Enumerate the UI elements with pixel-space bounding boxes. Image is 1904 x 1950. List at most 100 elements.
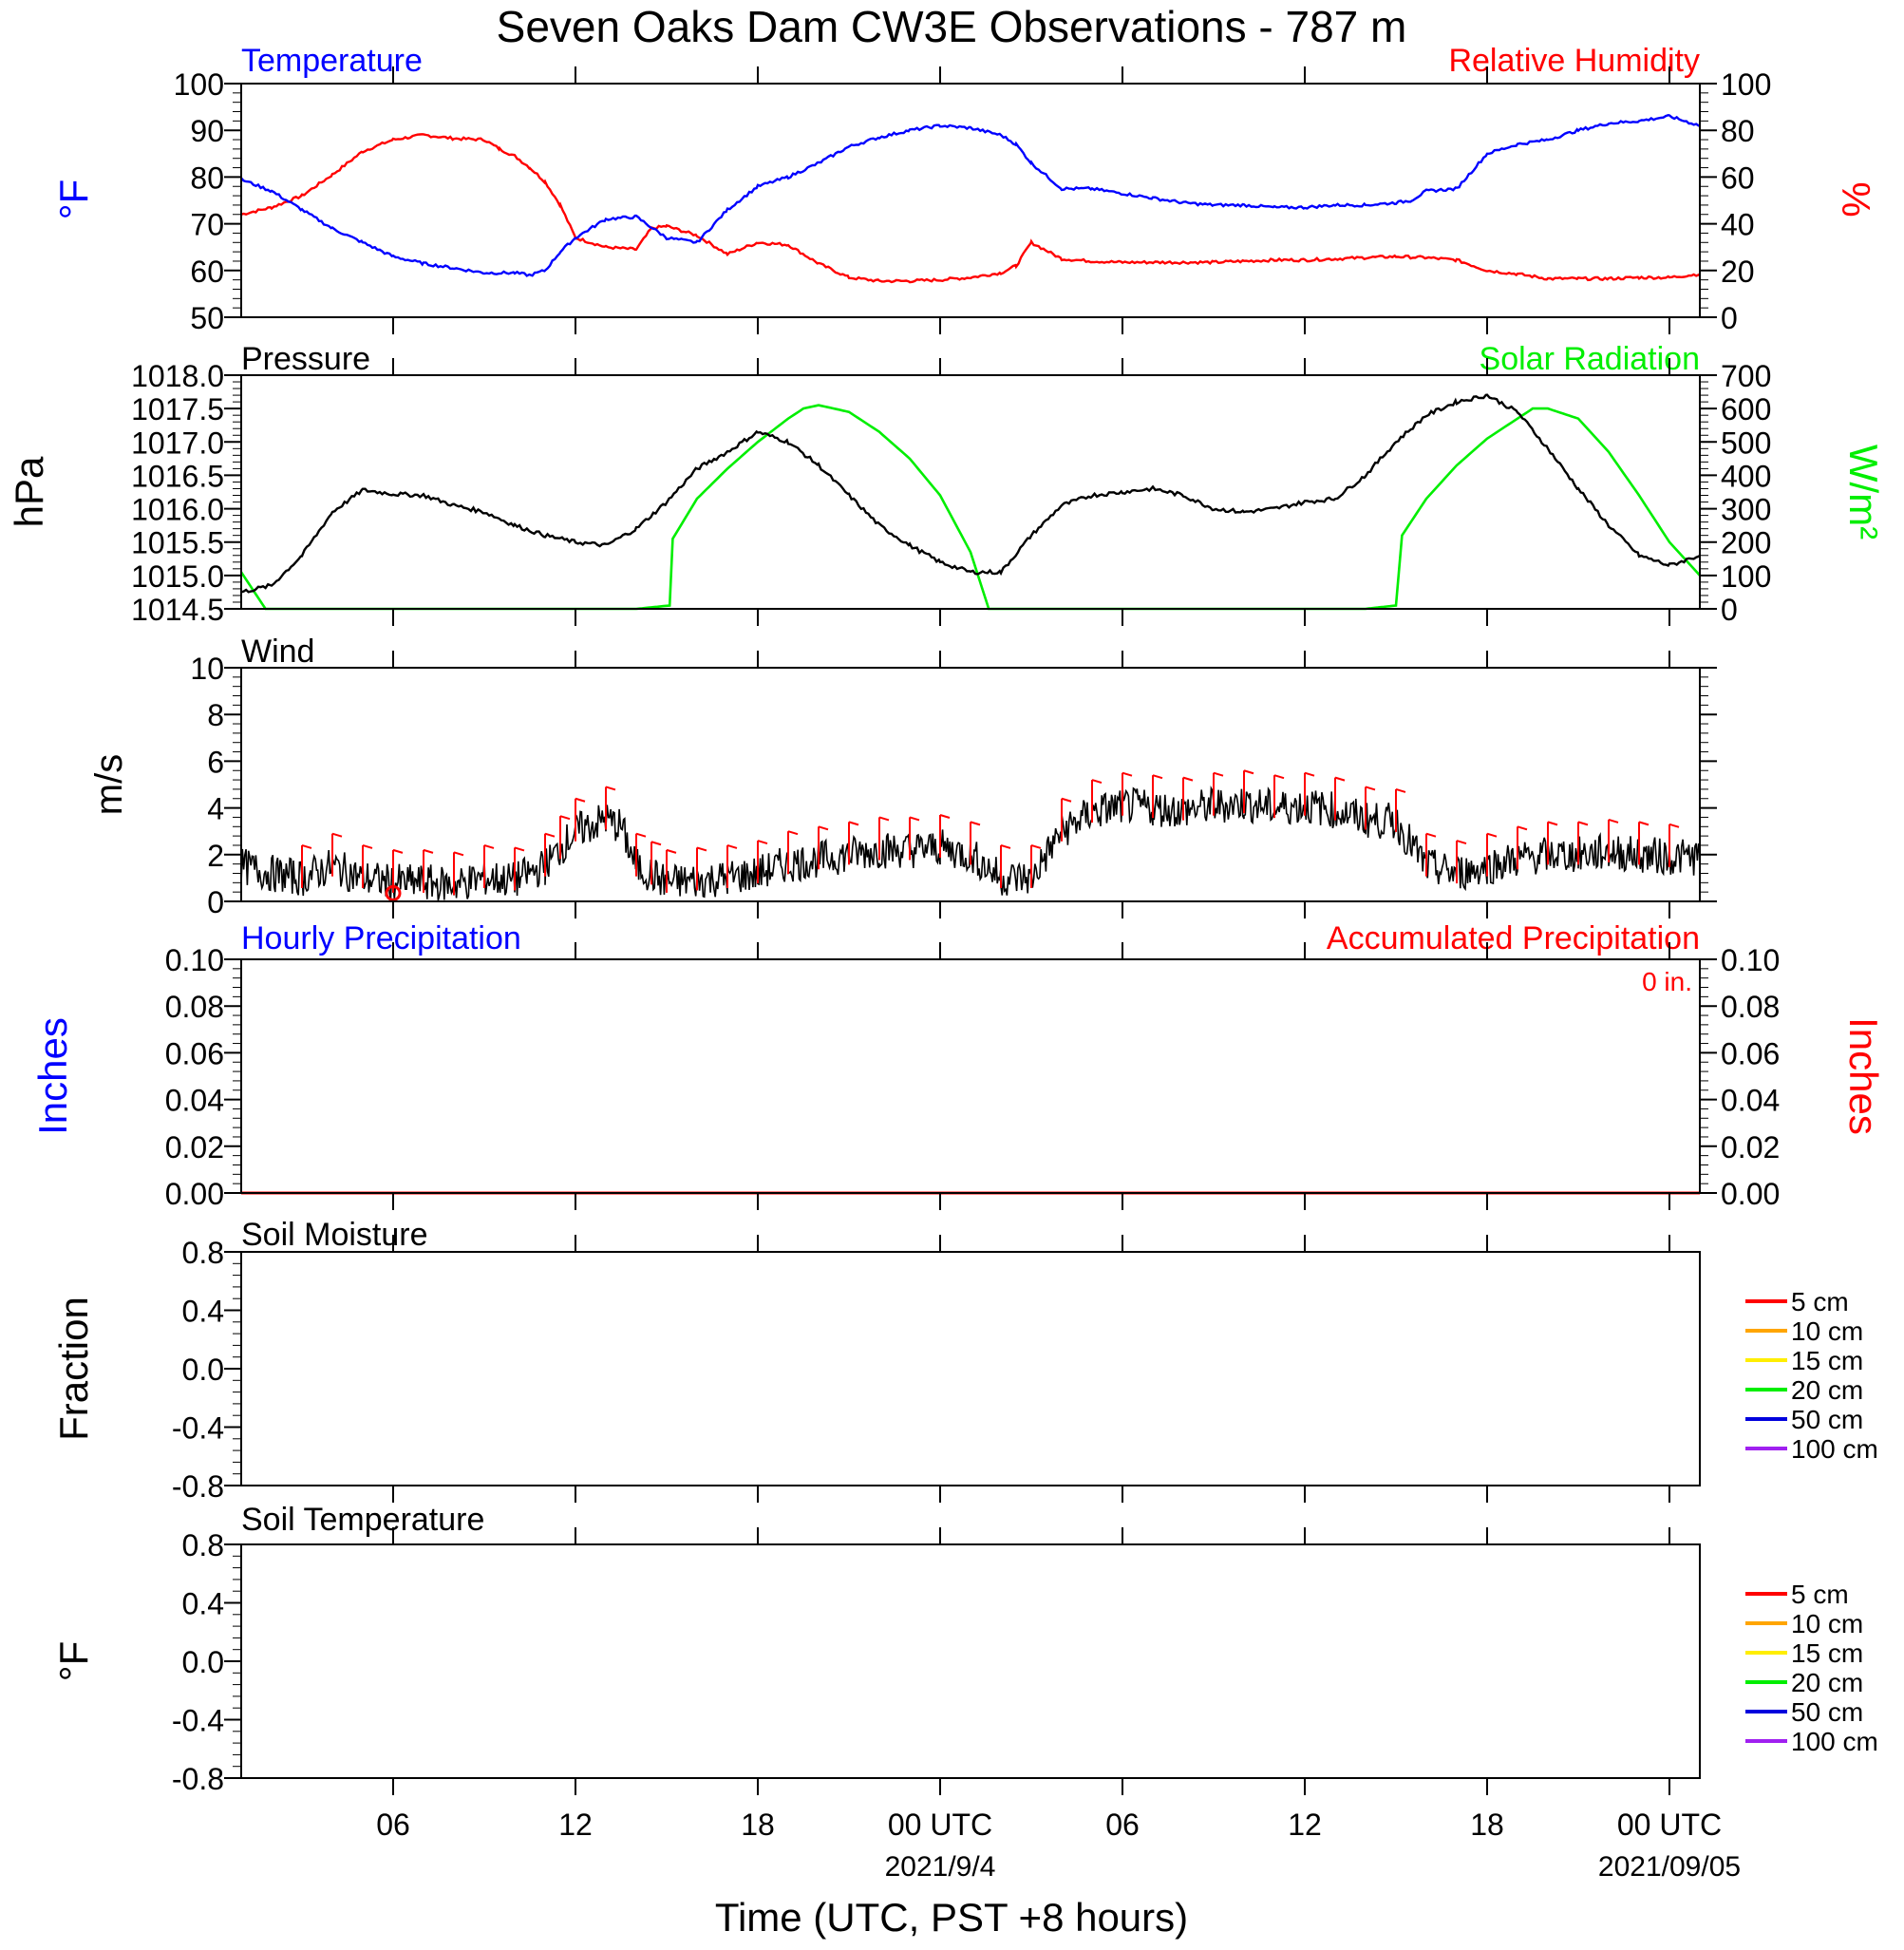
y-tick-label: 0.04 [1721, 1084, 1780, 1118]
humidity-axis-label: % [1834, 181, 1878, 217]
y-tick-label: -0.4 [172, 1411, 224, 1446]
wind-barb-flag [453, 851, 464, 857]
y-tick-label: 0.0 [182, 1645, 224, 1679]
wind-plot-frame [240, 667, 1701, 902]
solar-title: Solar Radiation [1480, 341, 1700, 377]
x-tick-label: 00 UTC [1617, 1808, 1722, 1842]
x-date-label: 2021/9/4 [885, 1851, 996, 1883]
y-tick-label: 0.8 [182, 1528, 224, 1562]
wind-barb-flag [939, 814, 951, 819]
y-tick-label: 0.4 [182, 1295, 224, 1329]
x-tick-label: 18 [1470, 1808, 1504, 1842]
wind-barb-flag [1517, 825, 1528, 831]
y-tick-label: 0.8 [182, 1236, 224, 1270]
wind-barb-flag [1668, 823, 1680, 828]
y-tick-label: 90 [190, 114, 224, 148]
legend-label: 15 cm [1791, 1346, 1863, 1375]
wind-barb-flag [1395, 787, 1406, 793]
y-tick-label: 70 [190, 208, 224, 242]
y-tick-label: 2 [207, 839, 224, 873]
accum-precip-value: 0 in. [1642, 967, 1692, 996]
y-tick-label: 60 [190, 255, 224, 289]
legend-label: 100 cm [1791, 1434, 1878, 1464]
y-tick-label: 8 [207, 698, 224, 732]
x-tick-label: 06 [1105, 1808, 1140, 1842]
wind-barb-flag [878, 816, 890, 822]
y-tick-label: 0.10 [1721, 943, 1780, 977]
humidity-title: Relative Humidity [1448, 43, 1700, 79]
wind-barb-flag [818, 825, 829, 831]
pressure-axis-label: hPa [7, 456, 51, 527]
y-tick-label: 1014.5 [131, 593, 224, 627]
wind-barb-flag [1547, 821, 1558, 826]
accum-precip-axis-label: Inches [1841, 1017, 1886, 1135]
wind-y-ticks: 0 2 4 6 8 10 [190, 652, 1717, 919]
y-tick-label: 1018.0 [131, 359, 224, 393]
precip-plot-frame [240, 958, 1701, 1194]
pressure-title: Pressure [241, 341, 370, 377]
wind-barb-flag [1122, 771, 1133, 777]
y-tick-label: 500 [1721, 426, 1771, 460]
soil-moisture-plot-frame [240, 1251, 1701, 1486]
wind-axis-label: m/s [88, 754, 130, 815]
y-tick-label: 10 [190, 652, 224, 686]
pressure-line [240, 393, 1701, 594]
y-tick-label: 0 [1721, 593, 1738, 627]
wind-barb-flag [1091, 779, 1103, 785]
wind-barb-flag [1425, 832, 1437, 838]
wind-barb-flag [1638, 821, 1650, 826]
wind-barb-flag [331, 832, 343, 838]
panel-pressure-solar: Pressure Solar Radiation hPa W/m² 1014.5… [7, 341, 1886, 627]
wind-barb-flag [1243, 769, 1254, 775]
y-tick-label: 4 [207, 792, 224, 826]
wind-barb-flag [1182, 776, 1194, 782]
y-tick-label: 0.04 [165, 1084, 224, 1118]
y-tick-label: 100 [174, 67, 224, 102]
wind-barb-flag [423, 848, 434, 854]
soil-temp-axis-label: °F [51, 1641, 96, 1681]
wind-barb-flag [559, 815, 571, 821]
y-tick-label: 1017.5 [131, 392, 224, 426]
wind-barb-flag [666, 848, 677, 854]
x-tick-label: 00 UTC [888, 1808, 992, 1842]
y-tick-label: 1016.0 [131, 493, 224, 527]
y-tick-label: -0.4 [172, 1704, 224, 1738]
temperature-axis-label: °F [51, 180, 96, 219]
panel-soil-moisture: Soil Moisture Fraction -0.8 -0.4 0.0 0.4 0.8… [51, 1217, 1878, 1504]
pressure-y-ticks: 1014.51015.01015.51016.01016.51017.01017… [131, 359, 241, 627]
y-tick-label: -0.8 [172, 1762, 224, 1796]
y-tick-label: 60 [1721, 161, 1755, 195]
y-tick-label: 1016.5 [131, 459, 224, 493]
x-tick-label: 18 [741, 1808, 775, 1842]
wind-barb-flag [1486, 832, 1498, 838]
temperature-line [240, 113, 1700, 277]
wind-barb-flag [605, 786, 616, 791]
wind-barb-flag [483, 844, 495, 849]
y-tick-label: 0.02 [165, 1130, 224, 1164]
humidity-line [240, 133, 1701, 284]
pressure-plot-frame [240, 374, 1701, 610]
legend-label: 5 cm [1791, 1287, 1849, 1316]
y-tick-label: 0.06 [1721, 1036, 1780, 1070]
wind-barb-flag [650, 841, 662, 846]
y-tick-label: 50 [190, 301, 224, 335]
wind-barb-flag [544, 832, 556, 838]
y-tick-label: 0.06 [165, 1036, 224, 1070]
legend-label: 20 cm [1791, 1375, 1863, 1405]
wind-barb-flag [909, 816, 920, 822]
y-tick-label: 100 [1721, 67, 1771, 102]
wind-barb-flag [696, 846, 707, 852]
wind-barb-flag [392, 848, 404, 854]
y-tick-label: 0 [207, 885, 224, 919]
soil-moisture-y-ticks: -0.8 -0.4 0.0 0.4 0.8 [172, 1236, 241, 1504]
wind-barb-flag [1152, 774, 1163, 780]
wind-barb-flag [1061, 797, 1072, 803]
wind-barb-flag [1334, 776, 1346, 782]
wind-barb-flag [787, 830, 799, 836]
wind-barb-flag [1456, 840, 1467, 844]
y-tick-label: 0.08 [1721, 990, 1780, 1024]
soil-moisture-title: Soil Moisture [241, 1217, 428, 1253]
